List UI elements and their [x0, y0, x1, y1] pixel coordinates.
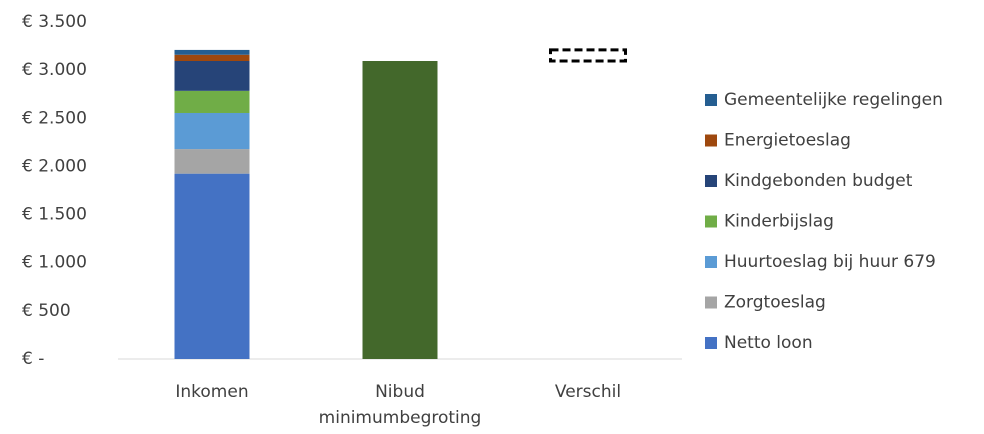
- bar-segment: [174, 54, 250, 61]
- y-tick-label: € -: [22, 349, 44, 369]
- y-tick-label: € 2.000: [22, 156, 87, 176]
- legend-swatch: [705, 134, 717, 147]
- bar-segment: [551, 61, 626, 359]
- legend-label: Huurtoeslag bij huur 679: [724, 252, 936, 272]
- bar-segment: [174, 90, 250, 113]
- legend-label: Energietoeslag: [724, 131, 851, 151]
- x-tick-label: Nibud minimumbegroting: [318, 382, 482, 428]
- legend-label: Kinderbijslag: [724, 212, 834, 232]
- legend-swatch: [705, 94, 717, 106]
- y-tick-label: € 500: [22, 301, 71, 321]
- legend-swatch: [705, 337, 717, 349]
- bar-segment: [362, 60, 438, 359]
- legend-swatch: [705, 256, 717, 268]
- legend-swatch: [705, 296, 717, 309]
- x-tick-label: Verschil: [554, 382, 622, 402]
- y-tick-label: € 1.000: [22, 253, 87, 273]
- legend-label: Kindgebonden budget: [724, 171, 913, 191]
- y-tick-label: € 3.000: [22, 60, 87, 80]
- x-tick-label: Inkomen: [175, 382, 249, 402]
- bar-segment: [549, 48, 627, 63]
- legend-label: Netto loon: [724, 333, 813, 353]
- legend-swatch: [705, 175, 717, 187]
- bar-segment: [174, 49, 250, 55]
- bar-segment: [174, 149, 250, 174]
- legend-label: Gemeentelijke regelingen: [724, 90, 943, 110]
- legend-label: Zorgtoeslag: [724, 293, 826, 313]
- legend-swatch: [705, 215, 717, 228]
- bar-segment: [174, 112, 250, 150]
- y-tick-label: € 2.500: [22, 108, 87, 128]
- y-tick-label: € 3.500: [22, 12, 87, 32]
- bar-segment: [174, 60, 250, 91]
- y-tick-label: € 1.500: [22, 205, 87, 225]
- bar-segment: [174, 173, 250, 359]
